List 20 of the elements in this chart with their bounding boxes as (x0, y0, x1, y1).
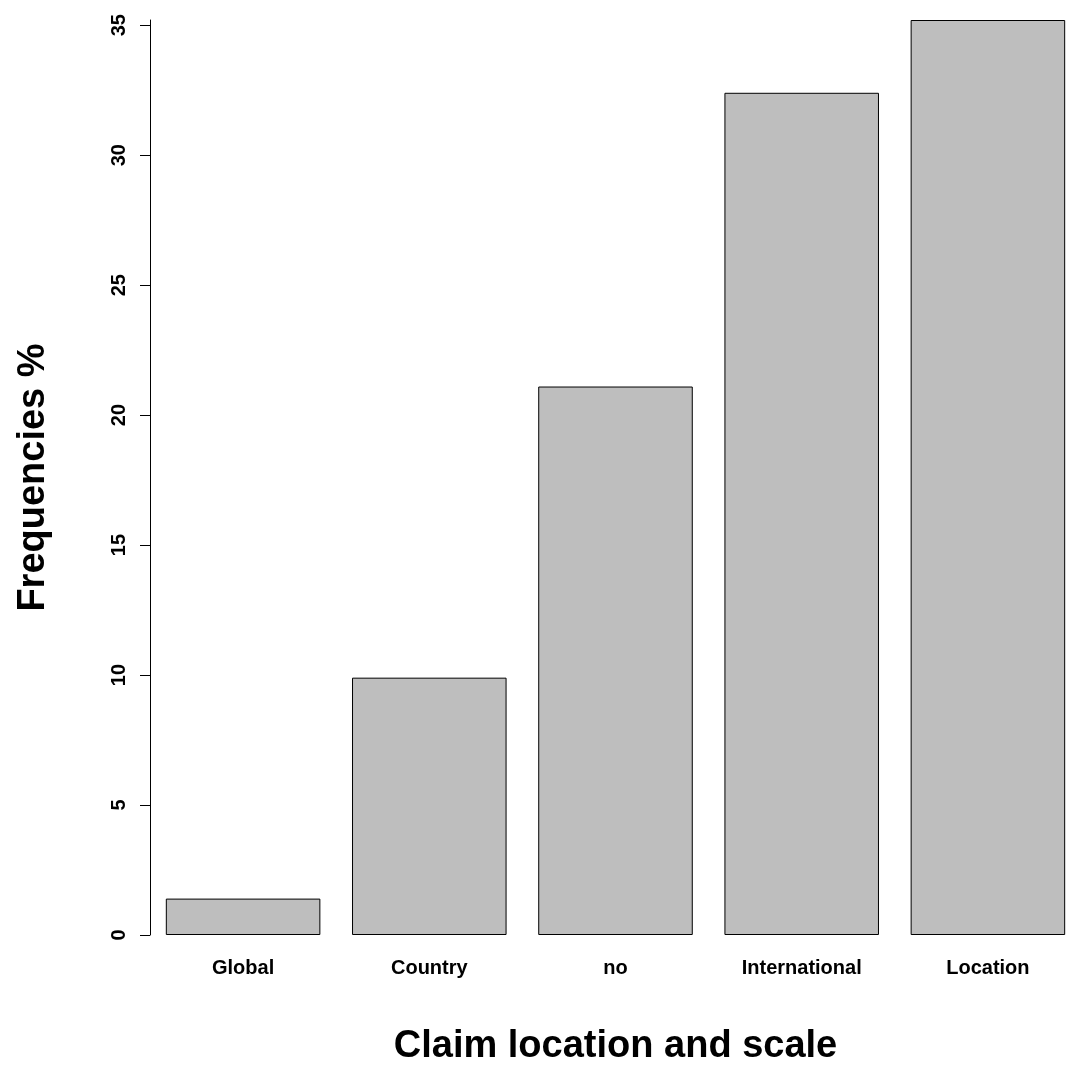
bar (165, 898, 321, 935)
y-tick-label: 10 (107, 663, 129, 687)
y-tick-label: 0 (107, 929, 129, 941)
y-tick-label: 25 (107, 274, 129, 297)
bar (910, 20, 1066, 935)
x-axis-title: Claim location and scale (393, 1023, 838, 1065)
x-tick-label: Global (211, 956, 275, 978)
x-tick-label: Country (390, 956, 469, 978)
y-tick-label: 15 (107, 533, 129, 557)
y-tick-label: 35 (107, 14, 129, 37)
bar (538, 386, 693, 935)
y-tick-label: 5 (107, 799, 129, 811)
y-tick-label: 20 (107, 403, 129, 427)
bar (724, 92, 879, 935)
x-tick-label: International (741, 956, 862, 978)
y-axis-title: Frequencies % (10, 343, 52, 612)
bar (352, 677, 507, 935)
y-tick-label: 30 (107, 144, 129, 167)
x-tick-label: no (603, 956, 628, 978)
x-tick-label: Location (946, 956, 1030, 978)
